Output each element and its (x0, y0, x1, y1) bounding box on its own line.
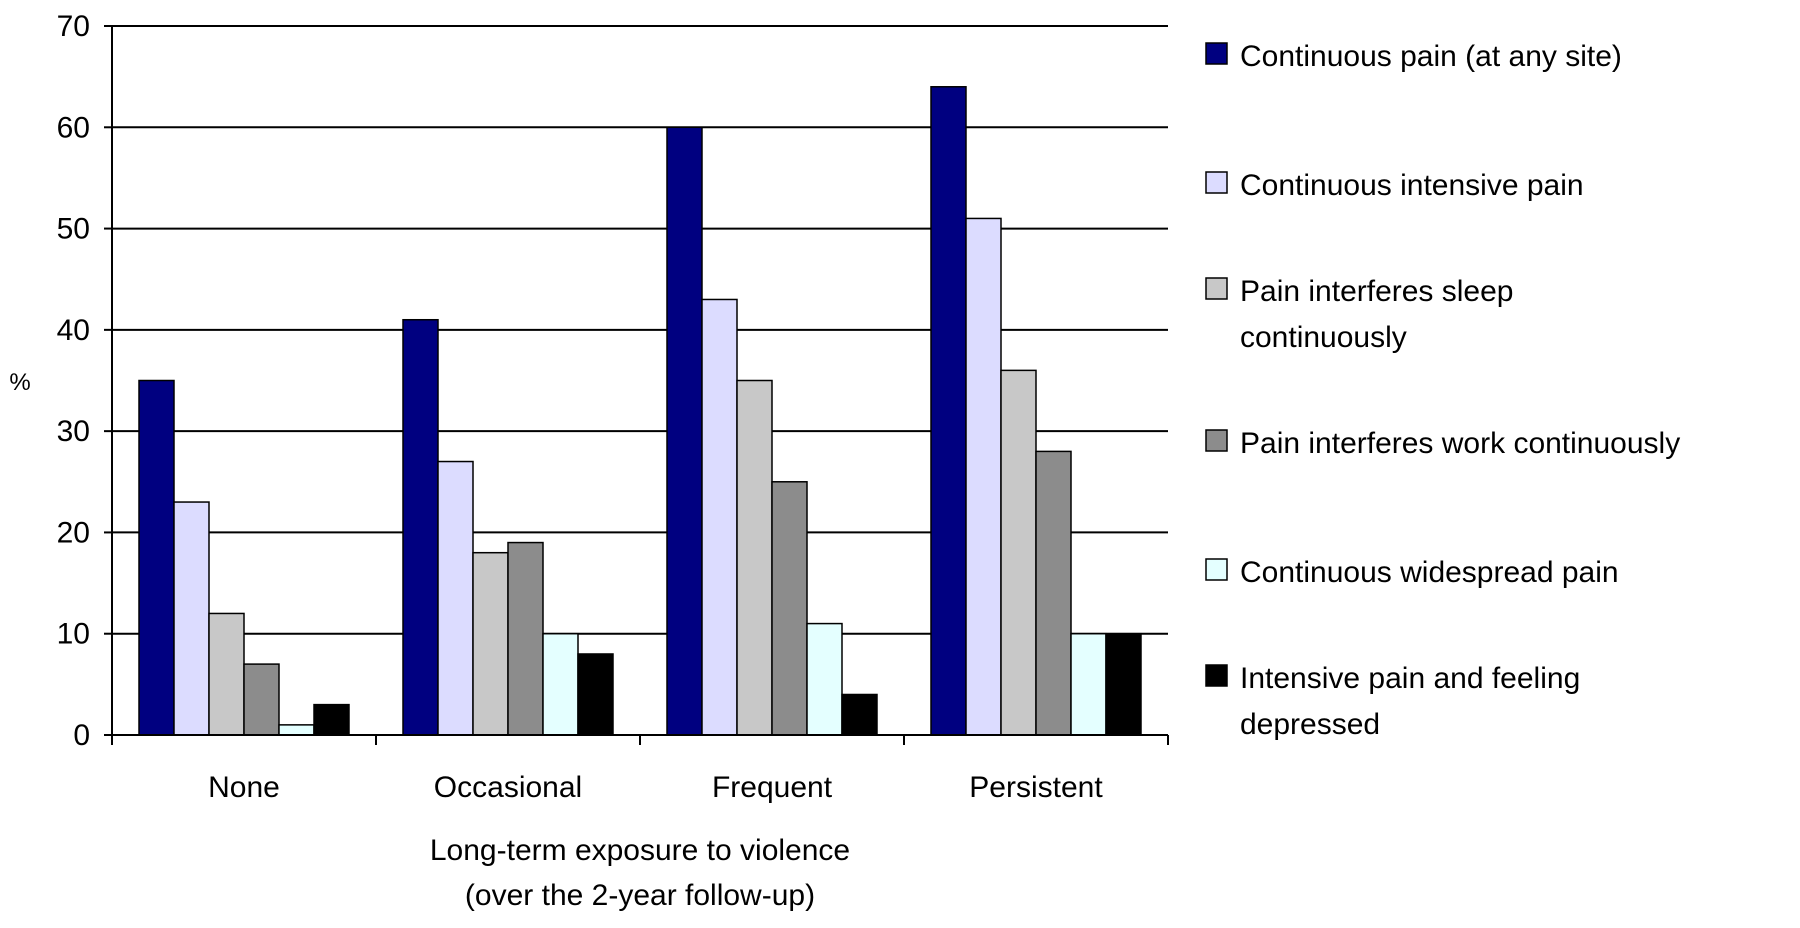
bar-occasional-series-6 (577, 653, 614, 736)
bar-none-series-5 (278, 724, 315, 736)
legend-label: Pain interferes work continuously (1240, 427, 1680, 460)
bar-occasional-series-2 (437, 460, 474, 736)
legend-label: Continuous pain (at any site) (1240, 40, 1622, 73)
y-tick-label: 50 (57, 213, 90, 246)
y-tick-label: 40 (57, 314, 90, 347)
y-tick-label: 0 (73, 719, 90, 752)
y-tick-label: 60 (57, 111, 90, 144)
legend: Continuous pain (at any site) Continuous … (1205, 40, 1680, 741)
bar-occasional-series-4 (507, 541, 544, 736)
bar-persistent-series-6 (1105, 632, 1142, 736)
y-tick-label: 20 (57, 516, 90, 549)
x-category-label: None (208, 771, 280, 804)
bar-occasional-series-5 (542, 632, 579, 736)
legend-label: Pain interferes sleep (1240, 275, 1514, 308)
legend-label: Continuous intensive pain (1240, 169, 1584, 202)
legend-swatch (1205, 558, 1228, 581)
x-axis-label-line-1: Long-term exposure to violence (430, 834, 850, 867)
x-category-label: Frequent (712, 771, 833, 804)
y-tick-label: 10 (57, 618, 90, 651)
bar-none-series-1 (138, 379, 175, 736)
y-axis-label: % (9, 369, 30, 396)
bar-occasional-series-1 (402, 318, 439, 736)
x-category-label: Occasional (434, 771, 582, 804)
bar-frequent-series-3 (736, 379, 773, 736)
gridlines (112, 25, 1168, 635)
bars (138, 86, 1142, 736)
y-tick-label: 70 (57, 10, 90, 43)
bar-none-series-6 (313, 703, 350, 736)
bar-frequent-series-5 (806, 622, 843, 736)
legend-swatch (1205, 429, 1228, 452)
legend-swatch (1205, 171, 1228, 194)
bar-none-series-3 (208, 612, 245, 736)
bar-none-series-4 (243, 663, 280, 736)
bar-frequent-series-2 (701, 298, 738, 736)
bar-frequent-series-6 (841, 693, 878, 736)
bar-frequent-series-1 (666, 126, 703, 736)
bar-persistent-series-3 (1000, 369, 1037, 736)
bar-none-series-2 (173, 501, 210, 736)
x-category-labels: None Occasional Frequent Persistent (208, 771, 1103, 804)
bar-persistent-series-1 (930, 86, 967, 736)
legend-swatch (1205, 277, 1228, 300)
legend-label: Continuous widespread pain (1240, 556, 1619, 589)
x-axis-label-line-2: (over the 2-year follow-up) (465, 879, 815, 912)
legend-label: depressed (1240, 708, 1380, 741)
bar-frequent-series-4 (771, 481, 808, 736)
legend-swatch (1205, 664, 1228, 687)
bar-occasional-series-3 (472, 551, 509, 736)
x-category-label: Persistent (969, 771, 1103, 804)
legend-label: Intensive pain and feeling (1240, 662, 1580, 695)
legend-swatch (1205, 42, 1228, 65)
legend-label: continuously (1240, 321, 1407, 354)
bar-persistent-series-5 (1070, 632, 1107, 736)
bar-persistent-series-4 (1035, 450, 1072, 736)
bar-persistent-series-2 (965, 217, 1002, 736)
y-ticks: 0 10 20 30 40 50 60 70 (57, 10, 1169, 752)
y-tick-label: 30 (57, 415, 90, 448)
